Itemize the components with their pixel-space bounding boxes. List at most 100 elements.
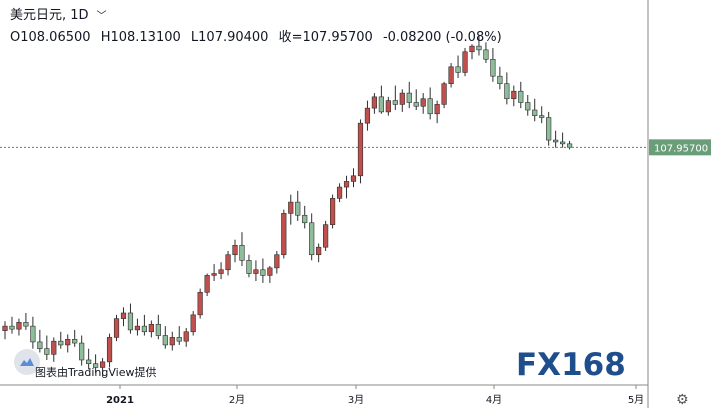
candle[interactable] [120,307,127,327]
candle[interactable] [253,260,259,282]
candle[interactable] [511,85,517,107]
candle[interactable] [176,326,182,345]
candle[interactable] [288,194,294,225]
candle[interactable] [232,239,238,263]
candle[interactable] [79,335,85,366]
candle-body [350,175,357,182]
candle-body [246,260,252,274]
candle[interactable] [106,333,113,368]
candle[interactable] [190,311,196,336]
candle-body [316,246,322,256]
candle[interactable] [469,44,475,60]
candle[interactable] [93,354,99,374]
candle[interactable] [44,335,50,360]
candle[interactable] [385,96,391,116]
candle[interactable] [566,140,573,150]
candle[interactable] [225,250,231,276]
candle[interactable] [162,326,168,349]
candle[interactable] [559,132,566,148]
candle[interactable] [336,183,343,203]
candle[interactable] [37,329,43,353]
candle[interactable] [371,93,378,114]
candle[interactable] [9,316,15,334]
candle-body [288,201,294,214]
candle[interactable] [16,318,22,336]
candle[interactable] [441,81,447,109]
attribution-text[interactable]: 图表由TradingView提供 [35,366,157,379]
candle[interactable] [2,321,8,340]
attribution[interactable] [14,342,40,382]
candle[interactable] [169,331,175,351]
candle[interactable] [260,258,266,283]
candle[interactable] [427,87,433,120]
candle[interactable] [72,329,78,347]
candle[interactable] [392,85,398,111]
candle[interactable] [532,98,538,122]
candle[interactable] [239,232,245,266]
candle[interactable] [364,100,371,131]
candle-body [309,222,315,256]
candle[interactable] [406,81,412,109]
candle[interactable] [546,111,552,146]
candle[interactable] [455,55,461,79]
symbol-label[interactable]: 美元日元, 1D [10,8,89,23]
candle[interactable] [267,266,273,283]
candle[interactable] [350,168,357,188]
candle[interactable] [553,130,559,148]
candle[interactable] [316,243,322,263]
candle[interactable] [197,288,203,319]
candle[interactable] [113,314,120,342]
candle-body [30,325,36,343]
candle[interactable] [183,328,189,347]
candle[interactable] [295,190,301,221]
candle[interactable] [525,94,531,116]
candle[interactable] [281,209,287,259]
candle-body [239,245,245,261]
tradingview-logo-icon[interactable] [14,349,40,375]
candle[interactable] [420,93,426,114]
candle[interactable] [211,264,217,282]
candle[interactable] [329,194,336,229]
candle[interactable] [483,42,489,64]
candle[interactable] [23,312,29,330]
candle[interactable] [309,213,315,261]
candle[interactable] [218,262,224,280]
candle[interactable] [490,48,496,82]
candle[interactable] [323,220,329,251]
candle[interactable] [378,85,384,114]
candle[interactable] [58,331,64,349]
chevron-down-icon[interactable]: ﹀ [96,11,107,22]
candle[interactable] [462,48,468,77]
symbol-row[interactable]: 美元日元, 1D ﹀ [10,4,113,23]
candle[interactable] [86,348,92,370]
candle[interactable] [141,314,148,336]
candle-body [323,224,329,248]
gear-icon[interactable]: ⚙ [676,392,689,408]
candle[interactable] [476,34,482,56]
candle[interactable] [448,63,454,88]
candle[interactable] [302,205,308,229]
candle-body [169,337,175,346]
candle[interactable] [518,81,524,109]
candle[interactable] [148,320,154,338]
candle[interactable] [65,334,71,353]
candle[interactable] [434,100,440,124]
candle[interactable] [204,273,210,297]
candle[interactable] [246,254,252,278]
candle[interactable] [134,318,141,336]
candle[interactable] [30,316,36,349]
candle[interactable] [497,66,503,90]
candle[interactable] [274,250,280,274]
candle[interactable] [343,175,350,199]
candle[interactable] [539,106,545,124]
candle[interactable] [504,72,510,105]
candle[interactable] [413,89,419,111]
candle[interactable] [155,314,161,340]
candle[interactable] [51,337,57,362]
candle[interactable] [399,89,405,112]
candle[interactable] [127,303,134,334]
candle[interactable] [99,358,106,377]
candle[interactable] [357,119,364,184]
